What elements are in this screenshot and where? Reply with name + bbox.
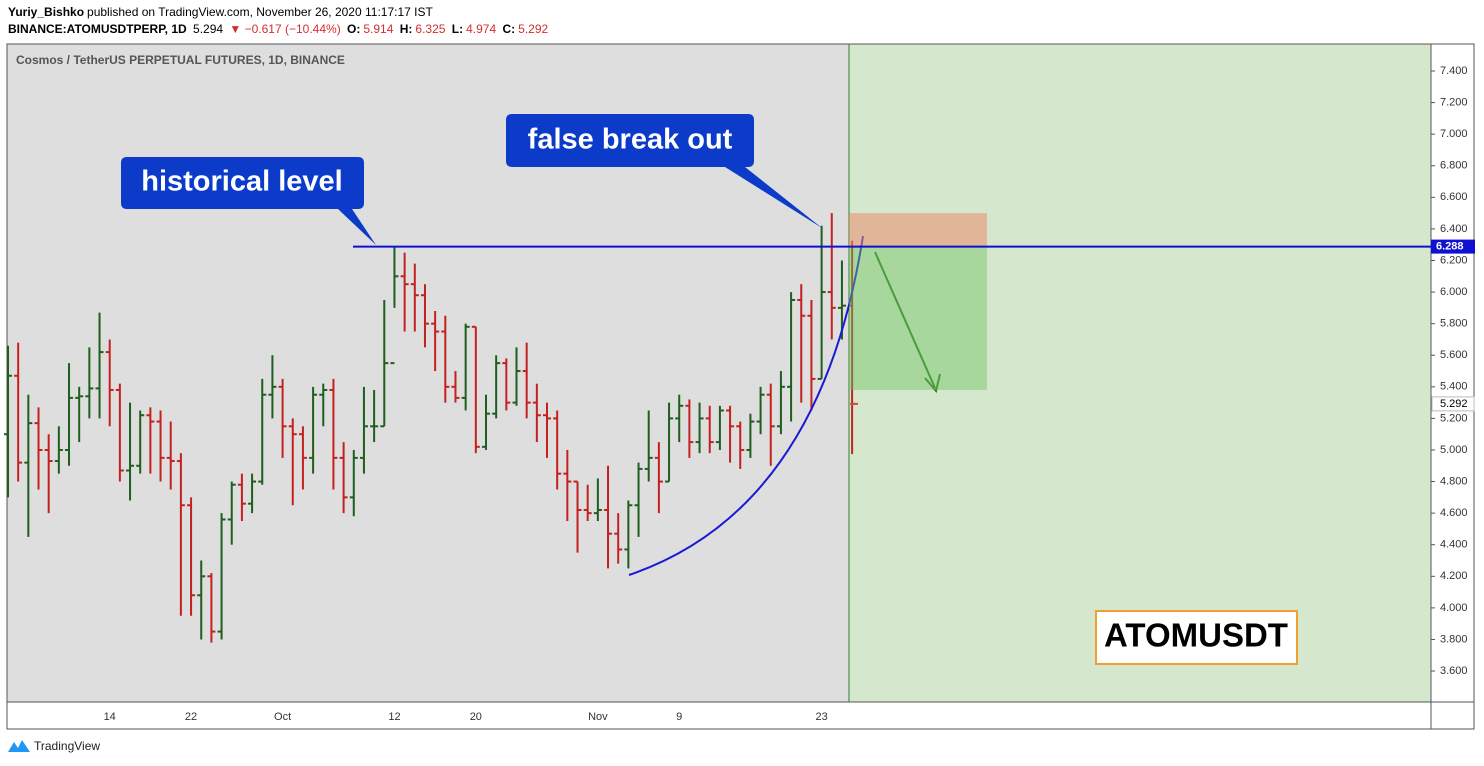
y-tick-label: 4.200 (1440, 570, 1468, 582)
x-tick-label: 22 (185, 711, 197, 723)
x-tick-label: Nov (588, 711, 608, 723)
marks (4, 213, 857, 643)
y-tick-label: 5.200 (1440, 412, 1468, 424)
symbol: BINANCE:ATOMUSDTPERP, 1D (8, 22, 187, 36)
arrow-head (924, 373, 941, 394)
h-label: H: (399, 22, 413, 36)
last-price-label: 5.292 (1440, 398, 1468, 410)
y-tick-label: 6.000 (1440, 286, 1468, 298)
l-label: L: (451, 22, 464, 36)
c-label: C: (502, 22, 516, 36)
y-tick-label: 4.600 (1440, 507, 1468, 519)
y-tick-label: 5.000 (1440, 444, 1468, 456)
y-tick-label: 5.600 (1440, 349, 1468, 361)
callout-text: historical level (141, 166, 343, 198)
logo (8, 740, 30, 752)
h-value: 6.325 (415, 22, 446, 36)
symbol-text: ATOMUSDT (1104, 617, 1288, 654)
target-zone (849, 246, 987, 390)
x-tick-label: 20 (470, 711, 482, 723)
y-tick-label: 6.600 (1440, 191, 1468, 203)
y-tick-label: 7.400 (1440, 65, 1468, 77)
callout (121, 157, 376, 245)
callout-text: false break out (528, 124, 733, 156)
x-tick-label: 23 (815, 711, 827, 723)
x-tick-label: 9 (676, 711, 682, 723)
header-line: Yuriy_Bishko published on TradingView.com… (8, 5, 436, 19)
y-tick-label: 3.800 (1440, 633, 1468, 645)
last: 5.294 (193, 22, 224, 36)
y-tick-label: 4.400 (1440, 539, 1468, 551)
y-tick-label: 4.800 (1440, 475, 1468, 487)
l-value: 4.974 (466, 22, 497, 36)
callout (506, 114, 822, 228)
change: ▼ −0.617 (−10.44%) (229, 22, 341, 36)
level-label: 6.288 (1436, 241, 1464, 253)
header-line: BINANCE:ATOMUSDTPERP, 1D 5.294 ▼ −0.617 … (8, 22, 551, 36)
y-tick-label: 7.200 (1440, 96, 1468, 108)
chart-title: Cosmos / TetherUS PERPETUAL FUTURES, 1D,… (16, 53, 345, 67)
y-tick-label: 6.800 (1440, 160, 1468, 172)
y-tick-label: 7.000 (1440, 128, 1468, 140)
o-value: 5.914 (363, 22, 394, 36)
x-tick-label: Oct (274, 711, 291, 723)
c-value: 5.292 (518, 22, 549, 36)
y-tick-label: 3.600 (1440, 665, 1468, 677)
level-badge (1431, 239, 1475, 254)
symbol-box (1095, 610, 1298, 665)
y-tick-label: 6.400 (1440, 223, 1468, 235)
x-tick-label: 12 (388, 711, 400, 723)
future-zone (849, 44, 1431, 702)
brand: TradingView (34, 739, 100, 753)
arrow (874, 251, 936, 389)
author: Yuriy_Bishko (8, 5, 85, 19)
y-tick-label: 5.800 (1440, 318, 1468, 330)
stop-zone (849, 213, 987, 247)
o-label: O: (347, 22, 361, 36)
last-price-badge (1431, 396, 1475, 412)
y-tick-label: 6.200 (1440, 254, 1468, 266)
y-tick-label: 4.000 (1440, 602, 1468, 614)
curve (628, 235, 864, 576)
x-tick-label: 14 (104, 711, 116, 723)
published: published on TradingView.com, November 2… (87, 5, 433, 19)
y-tick-label: 5.400 (1440, 381, 1468, 393)
